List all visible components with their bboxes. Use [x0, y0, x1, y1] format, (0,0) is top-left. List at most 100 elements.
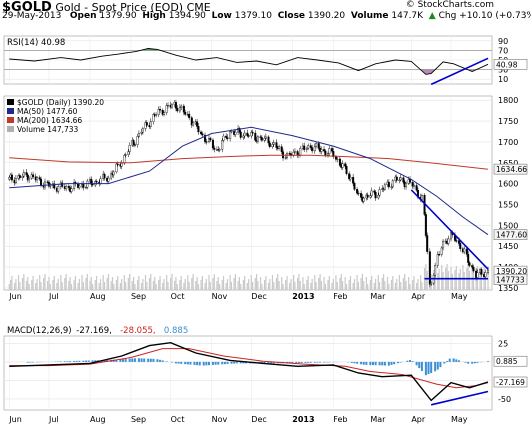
candle-body	[113, 172, 115, 175]
volume-bar	[15, 279, 16, 290]
volume-bar	[108, 274, 109, 290]
volume-bar	[392, 276, 393, 290]
candle-body	[117, 164, 119, 165]
close-value: 1390.20	[308, 11, 345, 21]
volume-bar	[132, 281, 133, 290]
candle-body	[248, 136, 250, 137]
volume-bar	[413, 276, 414, 290]
candle-body	[264, 138, 266, 140]
candle-body	[252, 132, 254, 133]
candle-body	[425, 214, 427, 235]
candle-body	[273, 143, 275, 145]
candle-body	[150, 122, 152, 127]
volume-bar	[448, 271, 449, 290]
volume-bar	[341, 274, 342, 290]
volume-bar	[357, 275, 358, 290]
candle-body	[413, 185, 415, 186]
price-tick-label: 1450	[498, 242, 518, 251]
macd-histogram-bar	[351, 362, 353, 363]
volume-bar	[252, 282, 253, 290]
volume-bar	[149, 278, 150, 290]
volume-bar	[10, 280, 11, 290]
macd-histogram-bar	[187, 362, 189, 364]
macd-histogram-bar	[78, 361, 80, 362]
candle-body	[196, 122, 198, 127]
candle-body	[223, 136, 225, 140]
candle-body	[146, 123, 148, 126]
price-x-label: Nov	[212, 292, 228, 301]
legend-label: MA(50) 1477.60	[17, 107, 78, 116]
macd-histogram-bar	[356, 362, 358, 364]
candle-body	[388, 182, 390, 187]
candle-body	[416, 185, 418, 190]
candle-body	[426, 236, 428, 252]
volume-bar	[43, 278, 44, 290]
volume-bar	[273, 282, 274, 290]
candle-body	[171, 105, 173, 107]
volume-bar	[219, 284, 220, 290]
macd-histogram-bar	[369, 362, 371, 365]
volume-bar	[251, 275, 252, 290]
macd-histogram-bar	[471, 362, 473, 364]
macd-histogram-bar	[85, 361, 87, 362]
macd-last-value-1: 0.885	[496, 357, 518, 366]
candle-body	[227, 138, 229, 139]
candle-body	[373, 191, 375, 192]
volume-bar	[174, 281, 175, 290]
macd-histogram-bar	[159, 360, 161, 362]
macd-histogram-bar	[166, 361, 168, 362]
volume-bar	[167, 282, 168, 290]
legend-swatch	[7, 99, 14, 105]
volume-bar	[408, 277, 409, 290]
candle-body	[96, 181, 98, 182]
volume-bar	[366, 277, 367, 290]
candle-body	[155, 115, 157, 116]
volume-bar	[26, 281, 27, 290]
volume-bar	[146, 282, 147, 290]
price-last-value-4: 147733	[496, 276, 525, 285]
volume-bar	[177, 284, 178, 290]
volume-bar	[437, 273, 438, 290]
candle-body	[473, 267, 475, 271]
macd-histogram-bar	[487, 361, 489, 362]
candle-body	[183, 106, 185, 112]
volume-bar	[425, 264, 426, 290]
volume-bar	[462, 265, 463, 290]
volume-bar	[137, 280, 138, 290]
volume-bar	[210, 282, 211, 290]
macd-histogram-bar	[205, 362, 207, 365]
candle-body	[176, 108, 178, 111]
volume-label: Volume	[351, 11, 389, 21]
volume-bar	[125, 282, 126, 290]
macd-histogram-bar	[215, 362, 217, 365]
candle-body	[184, 112, 186, 114]
price-x-label: May	[451, 292, 468, 301]
macd-histogram-bar	[236, 362, 238, 363]
volume-bar	[363, 281, 364, 290]
macd-histogram-bar	[156, 359, 158, 362]
low-label: Low	[212, 11, 232, 21]
candle-body	[206, 142, 208, 143]
macd-histogram-bar	[412, 361, 414, 362]
macd-histogram-bar	[73, 361, 75, 362]
volume-bar	[358, 282, 359, 290]
volume-bar	[202, 276, 203, 290]
volume-bar	[316, 282, 317, 290]
candle-body	[458, 241, 460, 244]
candle-body	[202, 134, 204, 135]
rsi-last-value: 40.98	[496, 60, 518, 69]
volume-bar	[468, 264, 469, 290]
volume-bar	[158, 280, 159, 290]
macd-histogram-bar	[171, 362, 173, 363]
volume-bar	[371, 276, 372, 290]
macd-histogram-bar	[227, 362, 229, 364]
candle-body	[79, 186, 81, 188]
candle-body	[441, 248, 443, 255]
candle-body	[485, 272, 487, 276]
macd-histogram-bar	[323, 362, 325, 363]
quote-date: 29-May-2013	[2, 11, 61, 21]
candle-body	[396, 177, 398, 180]
rsi-tick-label: 70	[498, 46, 508, 55]
volume-bar	[175, 277, 176, 290]
